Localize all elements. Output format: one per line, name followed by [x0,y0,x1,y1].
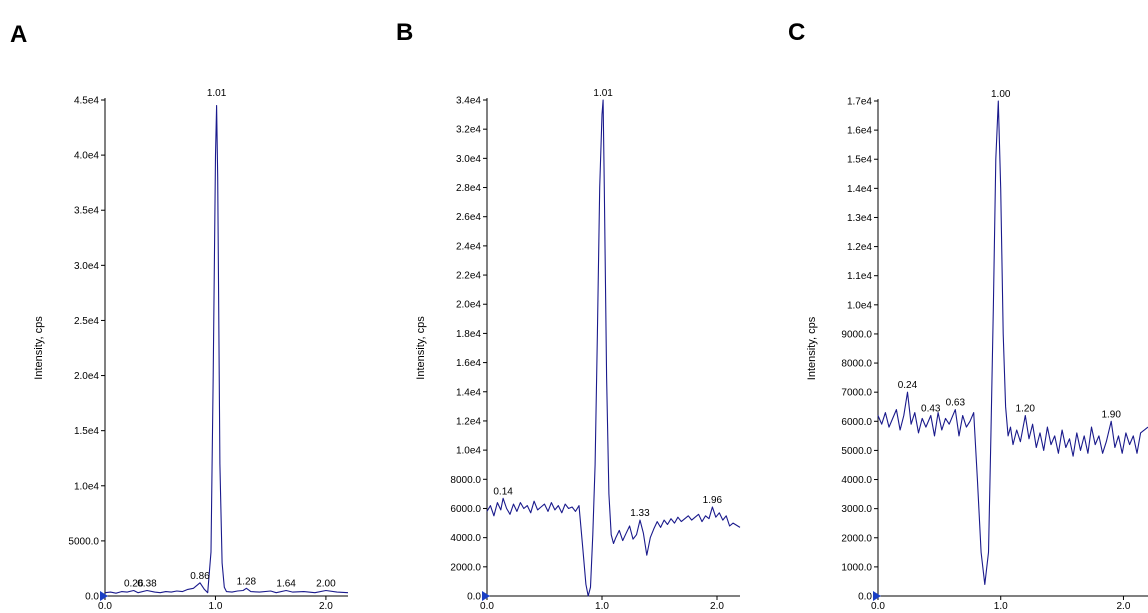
y-tick-label: 4.0e4 [74,151,99,162]
y-tick-label: 5000.0 [68,536,99,547]
panel-letter: A [10,21,27,48]
y-tick-label: 1.6e4 [456,358,481,369]
y-tick-label: 1.1e4 [847,271,872,282]
y-tick-label: 0.0 [85,592,99,603]
x-tick-label: 2.0 [1117,601,1131,612]
y-tick-label: 0.0 [858,592,872,603]
y-axis-title: Intensity, cps [33,316,45,380]
series-line [486,99,741,597]
y-tick-label: 5000.0 [841,446,872,457]
peak-label: 0.63 [946,398,966,409]
y-tick-label: 2000.0 [450,562,481,573]
y-tick-label: 1.5e4 [847,155,872,166]
y-tick-label: 2.5e4 [74,316,99,327]
y-tick-label: 2000.0 [841,533,872,544]
y-tick-label: 6000.0 [841,417,872,428]
y-tick-label: 2.0e4 [456,300,481,311]
origin-marker-icon [100,591,108,601]
peak-label: 1.96 [703,495,723,506]
y-tick-label: 3.0e4 [74,261,99,272]
x-tick-label: 2.0 [710,601,724,612]
peak-label: 0.38 [137,578,157,589]
y-tick-label: 1.8e4 [456,329,481,340]
peak-label: 1.00 [991,89,1011,100]
peak-label: 1.28 [237,576,257,587]
y-tick-label: 1.0e4 [456,446,481,457]
peak-label: 0.86 [190,571,210,582]
y-tick-label: 4000.0 [841,475,872,486]
y-tick-label: 2.2e4 [456,271,481,282]
y-tick-label: 1.5e4 [74,426,99,437]
peak-label: 1.33 [630,508,650,519]
y-tick-label: 3.4e4 [456,96,481,107]
y-tick-label: 3.2e4 [456,125,481,136]
panel-letter: C [788,19,805,46]
peak-label: 1.01 [593,88,613,99]
y-axis-title: Intensity, cps [806,316,818,380]
y-tick-label: 1.7e4 [847,97,872,108]
y-tick-label: 2.0e4 [74,371,99,382]
peak-label: 0.43 [921,403,941,414]
y-tick-label: 8000.0 [450,475,481,486]
y-tick-label: 1.2e4 [456,416,481,427]
y-tick-label: 3.5e4 [74,206,99,217]
y-tick-label: 2.4e4 [456,241,481,252]
peak-label: 1.20 [1016,403,1036,414]
y-tick-label: 1.2e4 [847,242,872,253]
y-tick-label: 1.4e4 [847,184,872,195]
origin-marker-icon [482,591,490,601]
y-tick-label: 3.0e4 [456,154,481,165]
x-tick-label: 0.0 [98,601,112,612]
y-tick-label: 7000.0 [841,388,872,399]
chart-panel-b: B 0.0 2000.0 4000.0 6000.0 8000.0 1.0e4 1.2e4 1.… [396,19,741,612]
y-tick-label: 1.0e4 [847,300,872,311]
x-tick-label: 0.0 [871,601,885,612]
y-tick-label: 1.3e4 [847,213,872,224]
peak-label: 0.14 [493,486,513,497]
y-tick-label: 3000.0 [841,504,872,515]
y-tick-label: 8000.0 [841,359,872,370]
y-tick-label: 0.0 [467,592,481,603]
peak-label: 1.90 [1101,409,1121,420]
origin-marker-icon [873,591,881,601]
y-tick-label: 6000.0 [450,504,481,515]
x-tick-label: 1.0 [994,601,1008,612]
peak-label: 0.26 [124,578,144,589]
y-tick-label: 1.6e4 [847,126,872,137]
x-tick-label: 1.0 [209,601,223,612]
chart-panel-a: A 0.0 5000.0 1.0e4 1.5e4 2.0e4 2.5e4 3.0e4 3.5e4… [10,21,349,612]
y-tick-label: 1.4e4 [456,387,481,398]
peak-label: 0.24 [898,380,918,391]
series-line [877,100,1148,585]
y-tick-label: 1000.0 [841,562,872,573]
series-line [104,104,349,594]
panel-letter: B [396,19,413,46]
y-tick-label: 1.0e4 [74,481,99,492]
x-tick-label: 2.0 [319,601,333,612]
chart-panel-c: C 0.0 1000.0 2000.0 3000.0 4000.0 5000.0 6000.0… [788,19,1148,612]
y-tick-label: 2.8e4 [456,183,481,194]
y-tick-label: 4.5e4 [74,96,99,107]
y-tick-label: 2.6e4 [456,212,481,223]
x-tick-label: 1.0 [595,601,609,612]
peak-label: 2.00 [316,578,336,589]
peak-label: 1.01 [207,88,227,99]
y-tick-label: 9000.0 [841,329,872,340]
peak-label: 1.64 [276,578,296,589]
x-tick-label: 0.0 [480,601,494,612]
y-tick-label: 4000.0 [450,533,481,544]
y-axis-title: Intensity, cps [415,316,427,380]
